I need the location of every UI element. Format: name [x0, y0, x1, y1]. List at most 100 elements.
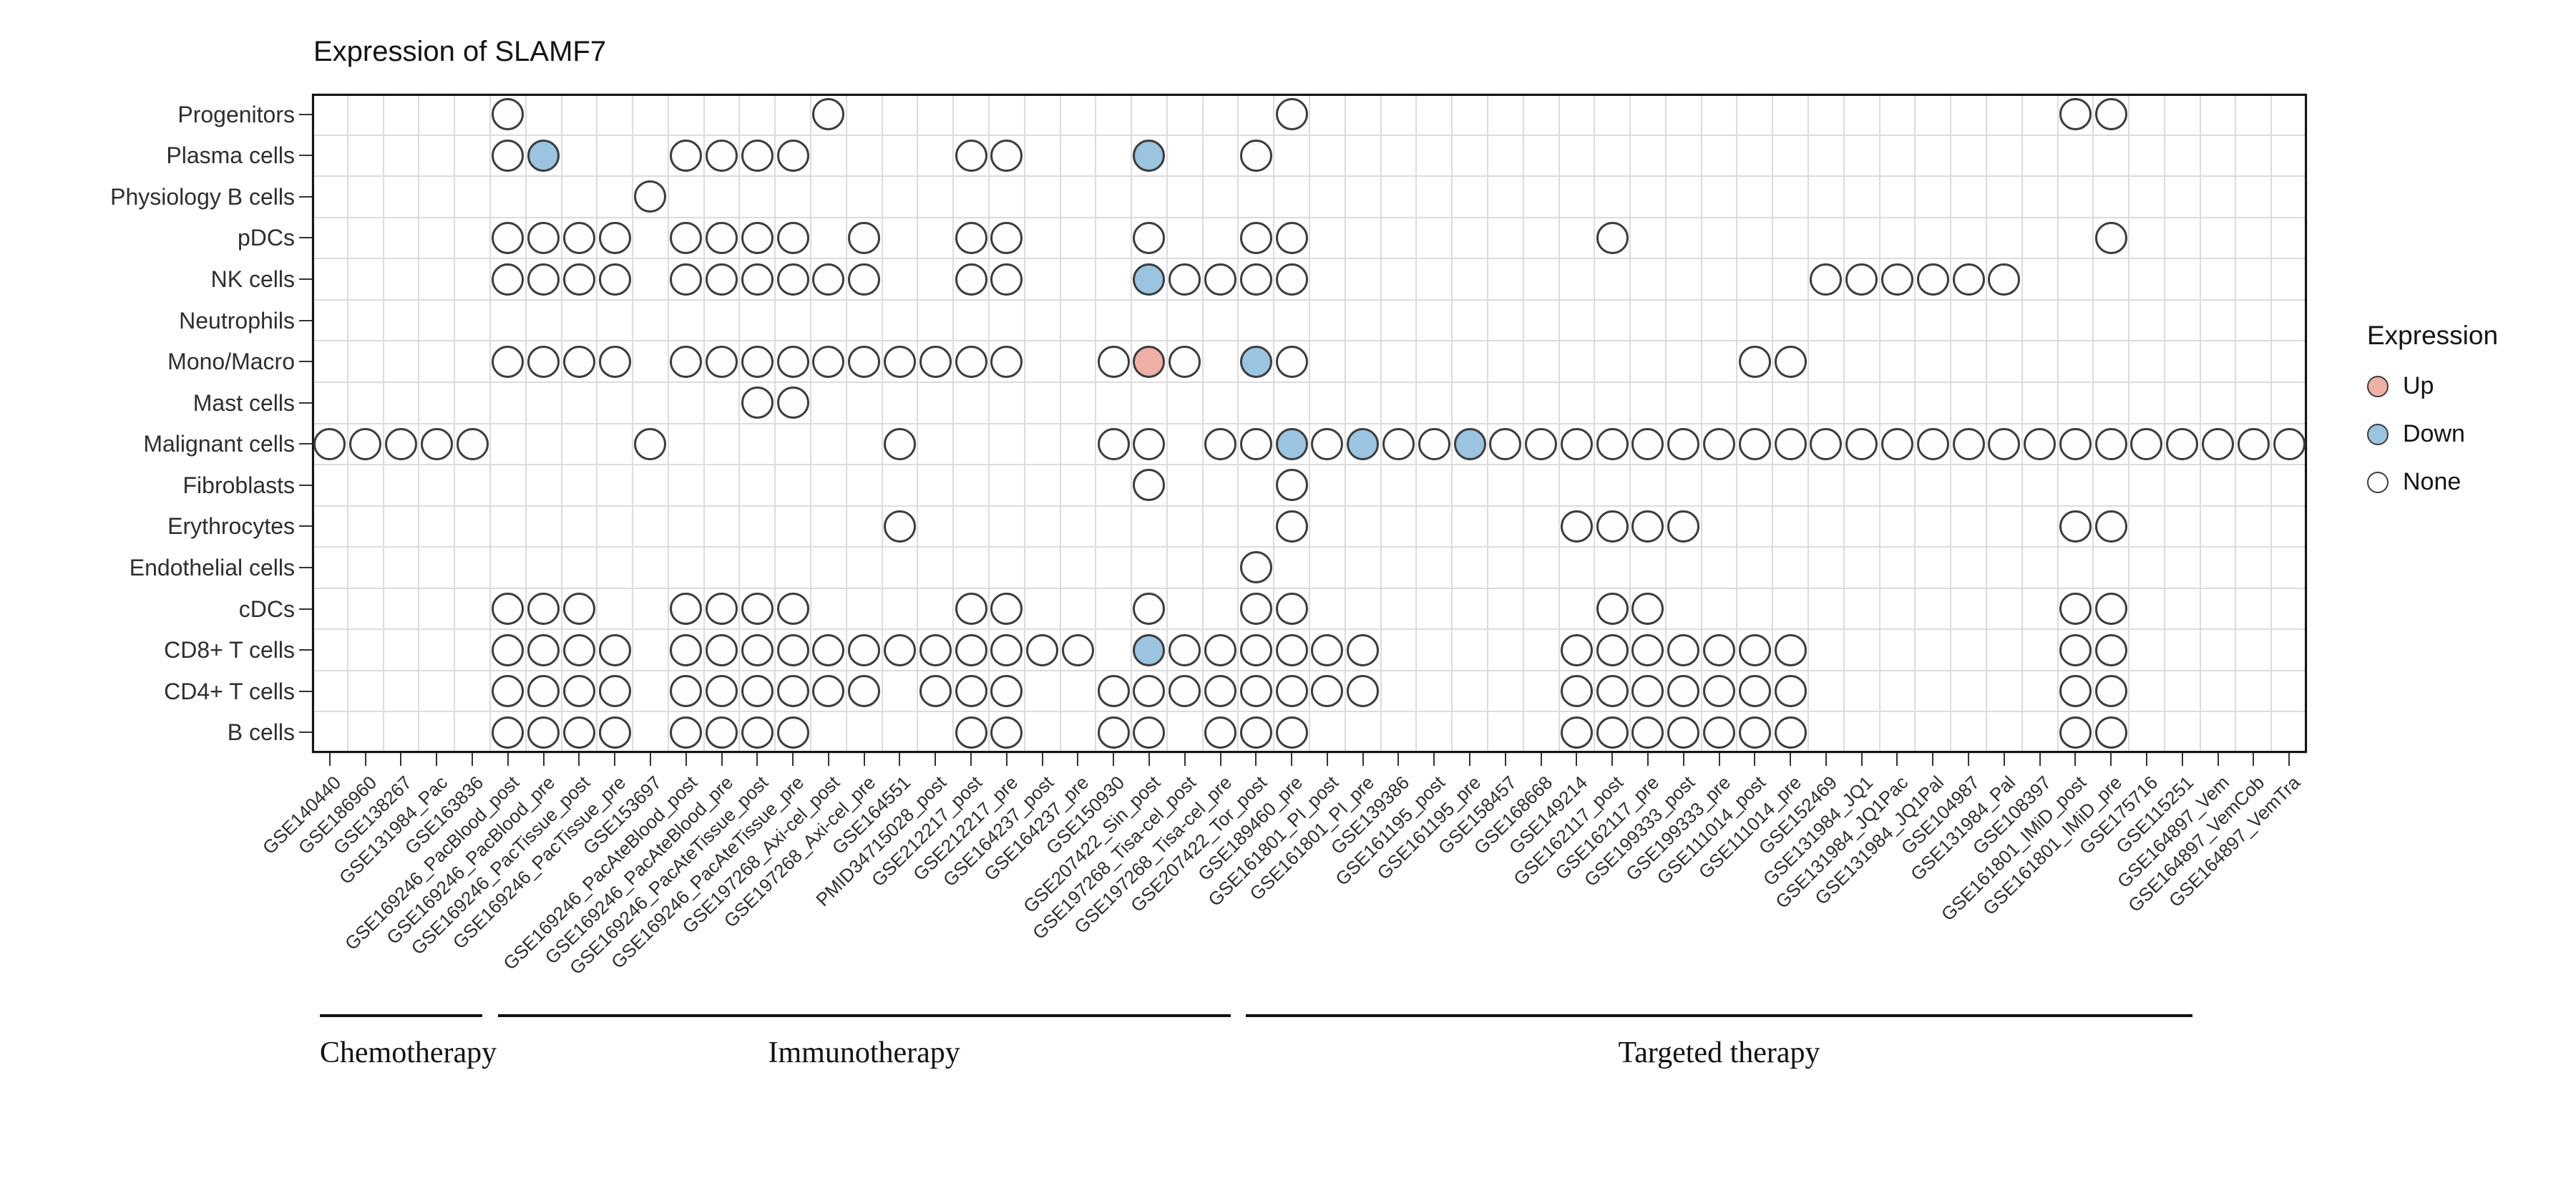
- therapy-group-underline: [1246, 1014, 2192, 1017]
- expression-dot-none: [1382, 427, 1415, 460]
- y-axis-label: pDCs: [237, 225, 295, 251]
- expression-dot-none: [776, 633, 809, 666]
- expression-dot-none: [1347, 633, 1380, 666]
- legend-title: Expression: [2367, 321, 2499, 350]
- grid-line-horizontal: [312, 628, 2307, 631]
- expression-dot-none: [527, 593, 560, 626]
- y-axis-label: Endothelial cells: [129, 554, 295, 580]
- expression-dot-none: [741, 387, 774, 419]
- expression-dot-none: [313, 427, 346, 460]
- expression-dot-none: [741, 221, 774, 254]
- x-axis-tick: [863, 753, 865, 766]
- expression-dot-none: [1275, 98, 1308, 131]
- expression-dot-none: [1061, 633, 1094, 666]
- y-axis-tick: [299, 319, 312, 321]
- expression-dot-none: [1418, 427, 1450, 460]
- expression-dot-none: [1169, 633, 1201, 666]
- expression-dot-none: [527, 716, 560, 749]
- expression-dot-down: [1133, 139, 1166, 172]
- expression-dot-none: [492, 221, 525, 254]
- x-axis-tick: [1896, 753, 1898, 766]
- grid-line-horizontal: [312, 381, 2307, 383]
- expression-dot-none: [2094, 716, 2127, 749]
- expression-dot-none: [990, 593, 1023, 626]
- expression-dot-none: [492, 345, 525, 378]
- expression-dot-none: [598, 263, 631, 296]
- expression-dot-none: [1097, 716, 1130, 749]
- expression-dot-none: [848, 263, 881, 296]
- expression-dot-none: [1916, 427, 1949, 460]
- expression-dot-down: [1275, 427, 1308, 460]
- expression-dot-none: [1275, 510, 1308, 543]
- expression-dot-none: [670, 221, 703, 254]
- expression-dot-none: [1880, 427, 1913, 460]
- expression-dot-none: [1275, 675, 1308, 708]
- expression-dot-none: [990, 345, 1023, 378]
- expression-dot-none: [1239, 221, 1272, 254]
- x-axis-tick: [1148, 753, 1150, 766]
- expression-dot-none: [1774, 675, 1807, 708]
- expression-dot-none: [1631, 427, 1664, 460]
- expression-dot-none: [1275, 221, 1308, 254]
- expression-dot-none: [670, 675, 703, 708]
- expression-dot-none: [562, 633, 595, 666]
- x-axis-tick: [507, 753, 509, 766]
- y-axis-tick: [299, 237, 312, 239]
- expression-dot-none: [492, 716, 525, 749]
- expression-dot-none: [776, 263, 809, 296]
- expression-dot-none: [1560, 510, 1593, 543]
- expression-dot-none: [1560, 633, 1593, 666]
- expression-dot-none: [1988, 263, 2021, 296]
- expression-dot-none: [492, 593, 525, 626]
- x-axis-tick: [1682, 753, 1684, 766]
- expression-dot-none: [1738, 716, 1771, 749]
- expression-dot-none: [1703, 633, 1736, 666]
- therapy-group-label: Targeted therapy: [1618, 1036, 1820, 1069]
- expression-dot-none: [1133, 427, 1166, 460]
- x-axis-tick: [1362, 753, 1364, 766]
- expression-dot-none: [1133, 716, 1166, 749]
- expression-dot-none: [919, 633, 952, 666]
- expression-dot-none: [1916, 263, 1949, 296]
- expression-dot-none: [1239, 675, 1272, 708]
- expression-dot-none: [1275, 263, 1308, 296]
- expression-dot-none: [955, 593, 987, 626]
- expression-dot-none: [706, 716, 738, 749]
- x-axis-tick: [1326, 753, 1328, 766]
- expression-dot-none: [492, 633, 525, 666]
- x-axis-tick: [614, 753, 616, 766]
- expression-dot-none: [2059, 593, 2092, 626]
- grid-line-horizontal: [312, 258, 2307, 260]
- expression-dot-none: [2059, 675, 2092, 708]
- expression-dot-none: [1525, 427, 1558, 460]
- y-axis-label: Plasma cells: [166, 142, 295, 169]
- grid-line-horizontal: [312, 175, 2307, 178]
- expression-dot-none: [741, 263, 774, 296]
- expression-dot-none: [527, 675, 560, 708]
- expression-dot-none: [812, 263, 845, 296]
- expression-dot-none: [1239, 716, 1272, 749]
- expression-dot-none: [1631, 593, 1664, 626]
- expression-dot-none: [848, 633, 881, 666]
- expression-dot-none: [883, 427, 916, 460]
- expression-dot-none: [670, 593, 703, 626]
- expression-dot-none: [1560, 427, 1593, 460]
- x-axis-tick: [472, 753, 474, 766]
- legend-item-down: Down: [2367, 420, 2498, 448]
- expression-dot-none: [990, 263, 1023, 296]
- x-axis-tick: [2217, 753, 2219, 766]
- x-axis-tick: [1540, 753, 1542, 766]
- x-axis-tick: [1968, 753, 1970, 766]
- y-axis-label: Erythrocytes: [167, 513, 295, 540]
- y-axis-label: Physiology B cells: [110, 183, 295, 210]
- expression-dot-none: [1738, 427, 1771, 460]
- expression-dot-none: [1097, 345, 1130, 378]
- x-axis-tick: [935, 753, 937, 766]
- expression-dot-none: [598, 716, 631, 749]
- expression-dot-down: [1239, 345, 1272, 378]
- x-axis-tick: [2181, 753, 2183, 766]
- expression-dot-none: [883, 633, 916, 666]
- legend-item-none: None: [2367, 468, 2498, 496]
- expression-dot-none: [706, 139, 738, 172]
- legend-item-up: Up: [2367, 372, 2498, 400]
